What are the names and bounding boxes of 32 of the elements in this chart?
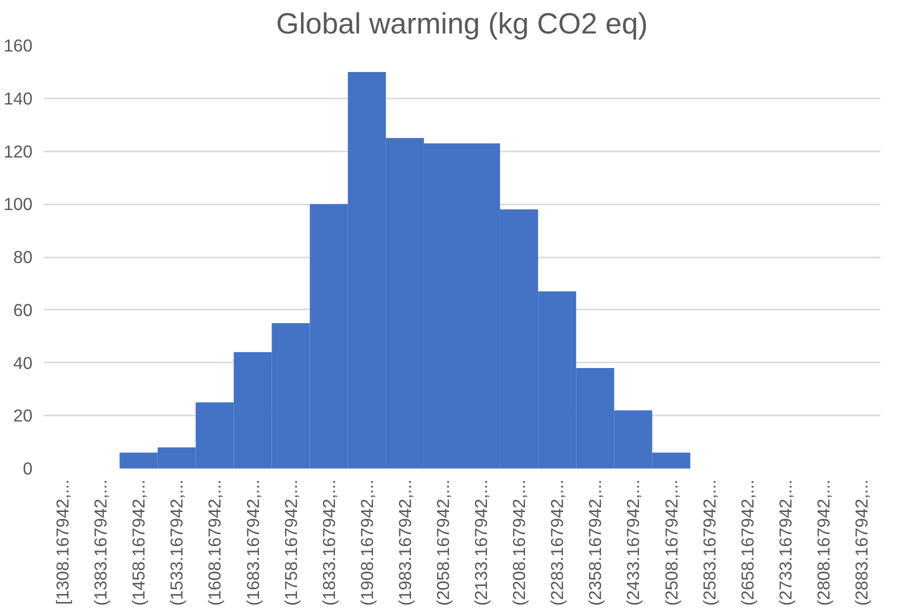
x-tick-label: (1833.167942,... (318, 479, 339, 606)
x-tick-label: (1458.167942,... (128, 479, 149, 606)
x-tick-label: (1683.167942,... (242, 479, 263, 606)
x-tick-label: (1533.167942,... (166, 479, 187, 606)
x-tick-label: (1608.167942,... (204, 479, 225, 606)
x-tick-label: (1908.167942,... (356, 479, 377, 606)
y-tick-label: 40 (13, 352, 33, 373)
x-tick-label: (1983.167942,... (394, 479, 415, 606)
y-tick-label: 60 (13, 300, 33, 320)
y-tick-label: 100 (4, 194, 33, 214)
y-tick-label: 20 (13, 406, 33, 426)
x-tick-label: (2808.167942,... (813, 479, 834, 606)
x-tick-label: (2133.167942,... (471, 479, 492, 606)
x-tick-label: (2733.167942,... (775, 479, 796, 606)
y-tick-label: 140 (4, 88, 33, 108)
x-tick-label: [1308.167942,... (52, 479, 73, 605)
x-tick-label: (2283.167942,... (547, 479, 568, 606)
x-tick-label: (2058.167942,... (432, 479, 453, 606)
y-tick-label: 80 (13, 247, 33, 267)
y-tick-label: 120 (4, 141, 33, 162)
x-tick-label: (2433.167942,... (623, 479, 644, 606)
x-tick-label: (2658.167942,... (737, 479, 758, 606)
x-tick-label: (2208.167942,... (509, 479, 530, 606)
x-tick-label: (1383.167942,... (90, 479, 111, 606)
x-tick-label: (2358.167942,... (585, 479, 606, 606)
y-tick-label: 0 (22, 458, 33, 478)
x-tick-label: (1758.167942,... (280, 479, 301, 606)
y-tick-label: 160 (4, 36, 33, 56)
chart-title: Global warming (kg CO2 eq) (276, 8, 648, 40)
x-tick-label: (2583.167942,... (699, 479, 720, 606)
x-tick-label: (2883.167942,... (851, 479, 872, 606)
x-tick-label: (2508.167942,... (661, 479, 682, 606)
